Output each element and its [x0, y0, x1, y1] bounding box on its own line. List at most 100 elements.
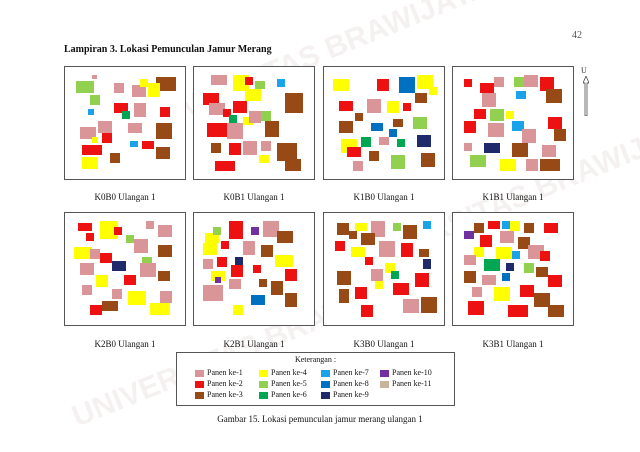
plot-caption: K1B0 Ulangan 1 [353, 192, 415, 202]
harvest-location-p1 [92, 75, 97, 79]
harvest-location-p2 [231, 265, 243, 277]
harvest-location-p2 [474, 109, 486, 119]
legend-label: Panen ke-3 [207, 390, 243, 399]
harvest-location-p4 [203, 243, 217, 255]
legend-swatch [321, 369, 330, 377]
plot-k1b1 [452, 66, 574, 180]
harvest-location-p4 [506, 111, 514, 119]
harvest-location-p1 [522, 129, 536, 143]
harvest-location-p1 [128, 123, 142, 133]
harvest-location-p2 [508, 305, 528, 317]
north-arrow-icon [583, 76, 589, 116]
harvest-location-p2 [217, 257, 227, 267]
harvest-location-p3 [285, 159, 301, 171]
legend-label: Panen ke-7 [333, 368, 369, 377]
harvest-location-p3 [156, 147, 170, 159]
legend-title: Keterangan : [294, 355, 337, 364]
harvest-location-p6 [397, 139, 405, 147]
harvest-location-p3 [464, 271, 476, 283]
legend-item: Panen ke-6 [259, 390, 307, 400]
harvest-location-p1 [98, 121, 112, 133]
harvest-location-p4 [74, 247, 92, 259]
harvest-location-p3 [361, 233, 375, 245]
harvest-location-p5 [90, 95, 100, 105]
harvest-location-p8 [399, 77, 415, 93]
harvest-location-p5 [490, 109, 504, 121]
harvest-location-p2 [540, 77, 554, 91]
harvest-location-p3 [259, 279, 267, 287]
legend-swatch [321, 380, 330, 388]
legend-swatch [259, 369, 268, 377]
harvest-location-p7 [88, 109, 94, 115]
harvest-location-p1 [243, 241, 255, 255]
harvest-location-p5 [413, 117, 427, 129]
harvest-location-p2 [365, 257, 373, 265]
legend-label: Panen ke-8 [333, 379, 369, 388]
harvest-location-p3 [548, 305, 564, 317]
harvest-location-p2 [124, 275, 136, 285]
harvest-location-p2 [361, 305, 373, 317]
legend: Keterangan : Panen ke-1 Panen ke-2 Panen… [176, 352, 455, 406]
harvest-location-p4 [351, 247, 365, 257]
harvest-location-p4 [96, 275, 108, 287]
plot-area [72, 73, 178, 173]
harvest-location-p2 [142, 141, 154, 149]
legend-label: Panen ke-2 [207, 379, 243, 388]
harvest-location-p3 [285, 93, 303, 113]
legend-label: Panen ke-11 [392, 379, 432, 388]
harvest-location-p4 [494, 287, 510, 301]
harvest-location-p1 [371, 269, 383, 281]
harvest-location-p3 [554, 129, 566, 141]
harvest-location-p7 [516, 91, 526, 99]
harvest-location-p2 [229, 221, 243, 239]
plot-area [460, 219, 566, 319]
harvest-location-p2 [86, 233, 94, 241]
harvest-location-p1 [464, 255, 476, 265]
harvest-location-p1 [160, 291, 172, 303]
harvest-location-p2 [403, 103, 411, 111]
plot-area [460, 73, 566, 173]
harvest-location-p4 [510, 221, 520, 231]
harvest-location-p1 [114, 83, 124, 93]
harvest-location-p1 [209, 103, 225, 115]
harvest-location-p1 [488, 123, 504, 137]
harvest-location-p1 [132, 85, 146, 97]
harvest-location-p2 [401, 243, 413, 257]
plot-k0b0 [64, 66, 186, 180]
harvest-location-p4 [500, 159, 516, 171]
harvest-location-p2 [468, 301, 484, 315]
legend-label: Panen ke-9 [333, 390, 369, 399]
harvest-location-p4 [233, 305, 243, 315]
harvest-location-p2 [221, 241, 229, 249]
harvest-location-p1 [542, 145, 556, 157]
harvest-location-p4 [148, 83, 160, 97]
harvest-location-p5 [76, 81, 94, 93]
north-indicator: U [581, 66, 591, 118]
legend-swatch [380, 380, 389, 388]
harvest-location-p3 [158, 245, 172, 257]
harvest-location-p2 [480, 235, 492, 247]
harvest-location-p4 [140, 79, 148, 87]
harvest-location-p7 [502, 221, 512, 229]
harvest-location-p3 [337, 223, 349, 235]
plot-area [201, 73, 307, 173]
harvest-location-p7 [423, 221, 431, 229]
harvest-location-p1 [367, 99, 381, 113]
legend-label: Panen ke-10 [392, 368, 432, 377]
harvest-location-p4 [243, 117, 253, 125]
legend-swatch [259, 380, 268, 388]
harvest-location-p5 [514, 77, 524, 87]
harvest-location-p5 [255, 81, 265, 89]
harvest-location-p2 [90, 305, 102, 315]
harvest-location-p8 [371, 123, 383, 131]
legend-swatch [195, 380, 204, 388]
harvest-location-p1 [140, 263, 156, 277]
harvest-location-p1 [203, 259, 213, 269]
legend-item: Panen ke-10 [380, 368, 432, 378]
harvest-location-p9 [506, 263, 514, 271]
harvest-location-p7 [130, 141, 138, 147]
harvest-location-p3 [415, 93, 427, 103]
harvest-location-p1 [243, 141, 257, 155]
harvest-location-p3 [474, 223, 484, 233]
harvest-location-p3 [271, 281, 283, 295]
